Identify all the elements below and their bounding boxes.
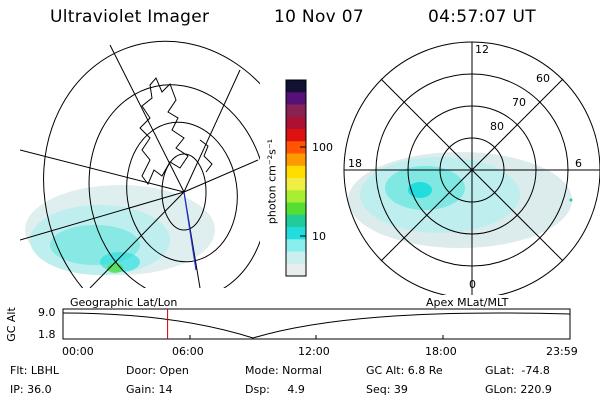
colorbar-swatch: [286, 80, 306, 93]
altitude-xtick-label-4: 23:59: [546, 345, 578, 358]
info-ip: IP: 36.0: [10, 383, 52, 396]
polar-mlt-18: 18: [348, 157, 362, 170]
info-dsp: Dsp: 4.9: [245, 383, 305, 396]
meridian-1: [109, 44, 185, 193]
colorbar-swatch: [286, 214, 306, 228]
polar-map: [343, 41, 600, 295]
polar-mlt-0: 0: [469, 278, 476, 291]
coastline: [139, 77, 189, 185]
colorbar-swatch: [286, 141, 306, 154]
meridian-6: [183, 69, 241, 193]
colorbar-swatch: [286, 227, 306, 240]
info-gcalt: GC Alt: 6.8 Re: [366, 364, 443, 377]
info-mode: Mode: Normal: [245, 364, 322, 377]
info-seq: Seq: 39: [366, 383, 408, 396]
spacecraft-track: [183, 191, 197, 271]
polar-lat-80: 80: [490, 120, 504, 133]
altitude-xtick-label-0: 00:00: [62, 345, 94, 358]
right-panel-label: Apex MLat/MLT: [426, 296, 509, 309]
colorbar-swatch: [286, 251, 306, 265]
altitude-xtick-label-3: 18:00: [425, 345, 457, 358]
meridian-7: [183, 159, 259, 193]
colorbar-frame: [285, 79, 307, 277]
polar-dot: [569, 198, 573, 202]
left-panel-label: Geographic Lat/Lon: [70, 296, 178, 309]
colorbar-swatch: [286, 239, 306, 252]
polar-aurora-bright: [408, 182, 432, 198]
coastline-east: [199, 139, 213, 173]
lat-circle-1: [43, 40, 260, 288]
altitude-xtick-label-1: 06:00: [172, 345, 204, 358]
colorbar-swatch: [286, 165, 306, 179]
info-gain: Gain: 14: [126, 383, 173, 396]
colorbar-swatch: [286, 153, 306, 167]
lat-circle-3: [126, 121, 238, 263]
altitude-curve: [62, 312, 571, 339]
altitude-ymin: 1.8: [38, 328, 56, 341]
colorbar-swatch: [286, 116, 306, 130]
polar-mlt-6: 6: [575, 157, 582, 170]
geographic-map: [20, 40, 260, 288]
colorbar-swatch: [286, 178, 306, 191]
lat-circle-2: [88, 84, 260, 288]
info-door: Door: Open: [126, 364, 189, 377]
colorbar-label: photon cm⁻²s⁻¹: [265, 138, 279, 225]
altitude-ylabel: GC Alt: [4, 307, 18, 342]
info-glon: GLon: 220.9: [485, 383, 552, 396]
colorbar-swatches: [286, 80, 306, 277]
colorbar-swatch: [286, 104, 306, 118]
meridian-3: [20, 191, 185, 241]
colorbar-swatch: [286, 202, 306, 216]
polar-diagonal-2: [380, 78, 564, 262]
app-title: Ultraviolet Imager: [50, 7, 210, 27]
polar-lat-70: 70: [512, 96, 526, 109]
altitude-plot: [62, 308, 571, 340]
polar-mlt-12: 12: [475, 43, 489, 56]
lat-circle-4: [161, 153, 207, 231]
colorbar-swatch: [286, 129, 306, 142]
header-time: 04:57:07 UT: [428, 7, 536, 27]
geographic-map-content: [20, 40, 260, 288]
meridian-4: [89, 191, 185, 288]
colorbar-swatch: [286, 263, 306, 277]
info-glat: GLat: -74.8: [485, 364, 550, 377]
colorbar-tick-label-10: 10: [312, 230, 326, 243]
colorbar-swatch: [286, 190, 306, 203]
polar-lat-60: 60: [536, 72, 550, 85]
colorbar-tick-label-100: 100: [312, 141, 333, 154]
altitude-xtick-label-2: 12:00: [298, 345, 330, 358]
colorbar-swatch: [286, 92, 306, 105]
info-flt: Flt: LBHL: [10, 364, 59, 377]
meridian-2: [20, 149, 185, 193]
header-date: 10 Nov 07: [274, 7, 364, 27]
altitude-ymax: 9.0: [38, 306, 56, 319]
colorbar: [285, 79, 307, 277]
